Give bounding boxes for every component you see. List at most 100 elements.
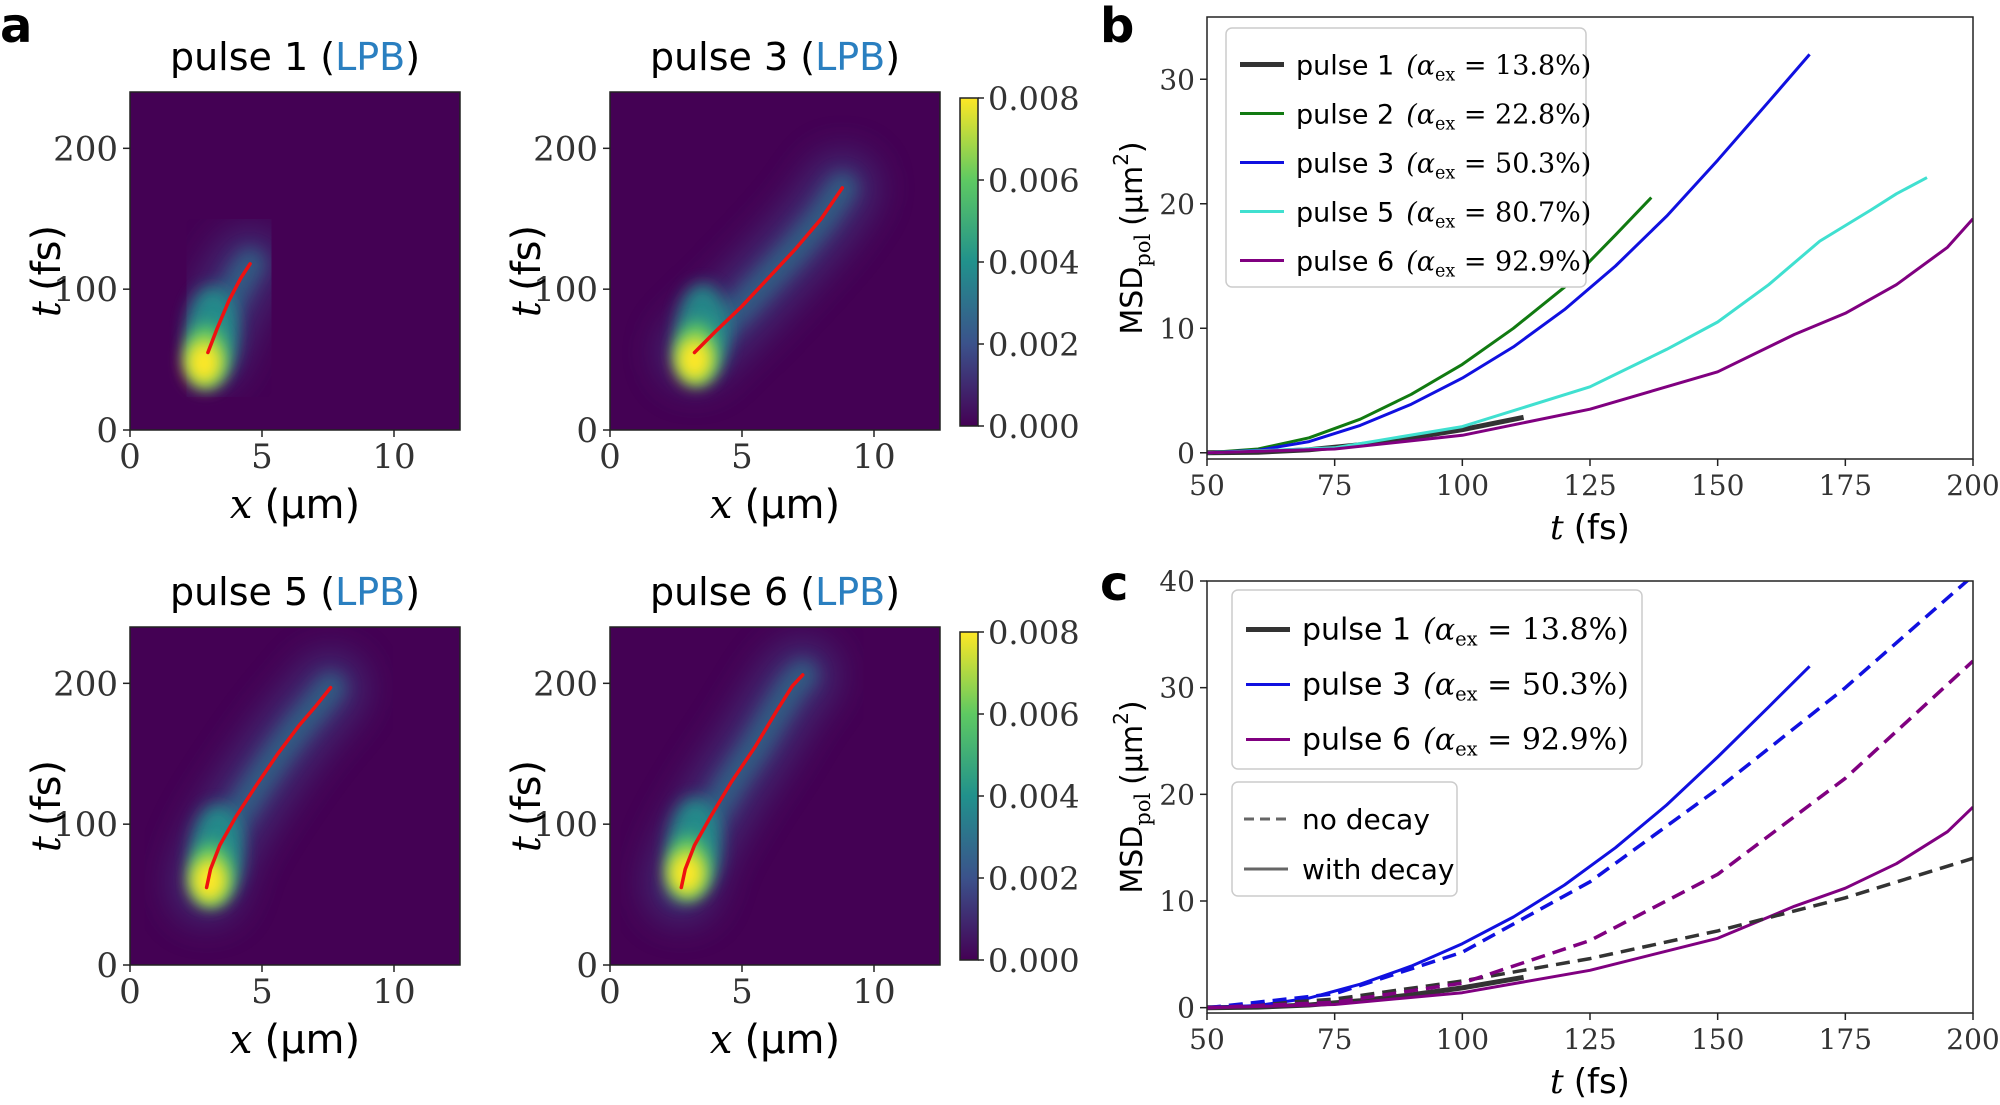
- heatmap-title: pulse 1 (LPB): [170, 35, 420, 79]
- x-axis-var: t: [1550, 508, 1564, 548]
- colorbar-tick-label: 0.002: [988, 326, 1080, 364]
- colorbar-tick-label: 0.008: [988, 614, 1080, 652]
- colorbar-tick-label: 0.000: [988, 408, 1080, 446]
- x-tick-label: 10: [852, 972, 895, 1012]
- x-axis-unit: (µm): [264, 482, 360, 528]
- panel-c-plot: 50 75 100 125 150 175 200 0 10 20 30 40 t (fs) MSDpol (…: [1109, 565, 2000, 1102]
- x-tick-label: 0: [599, 437, 621, 477]
- title-pulse: pulse 5 (: [170, 570, 335, 614]
- heatmap-background: [130, 92, 460, 430]
- y-axis-sup: 2: [1109, 712, 1133, 725]
- x-axis-unit: (µm): [264, 1017, 360, 1063]
- legend-label: pulse 1 (αex = 13.8%): [1296, 51, 1591, 86]
- heatmap-trajectory: [679, 673, 805, 890]
- colorbar-tick-label: 0.000: [988, 942, 1080, 980]
- legend-alpha: (α: [1423, 723, 1455, 758]
- legend-name: pulse 1: [1302, 613, 1411, 648]
- legend-label: pulse 6 (αex = 92.9%): [1296, 247, 1591, 282]
- title-lpb: LPB: [815, 35, 885, 79]
- panel-label-b: b: [1100, 0, 1134, 54]
- legend-label: pulse 3 (αex = 50.3%): [1302, 668, 1629, 706]
- x-axis-var: x: [710, 1017, 733, 1063]
- heatmap-frame: [129, 626, 461, 966]
- y-axis-unit: (µm: [1115, 725, 1150, 785]
- legend-label: pulse 1 (αex = 13.8%): [1302, 613, 1629, 651]
- legend-alpha-sub: ex: [1435, 213, 1455, 233]
- y-tick-label: 30: [1159, 672, 1195, 705]
- title-pulse: pulse 1 (: [170, 35, 335, 79]
- x-tick-label: 75: [1317, 469, 1353, 502]
- colorbar-tick-label: 0.008: [988, 80, 1080, 118]
- colorbar-tick-label: 0.002: [988, 860, 1080, 898]
- legend-alpha-value: = 80.7%): [1455, 198, 1591, 229]
- y-axis-var: t: [504, 300, 550, 317]
- y-tick-label: 30: [1159, 63, 1195, 96]
- legend-alpha: (α: [1406, 100, 1435, 131]
- x-tick-label: 150: [1691, 1023, 1744, 1056]
- x-tick-label: 10: [372, 972, 415, 1012]
- x-axis-var: x: [710, 482, 733, 528]
- x-axis-var: x: [230, 482, 253, 528]
- x-tick-label: 5: [251, 972, 273, 1012]
- y-tick-label: 200: [53, 664, 118, 704]
- heatmap-frame: [609, 91, 941, 431]
- heatmap-field: [171, 652, 366, 923]
- legend-name: pulse 3: [1296, 149, 1394, 180]
- heatmap-trajectory: [692, 186, 845, 355]
- colorbar-top-gradient: [959, 97, 979, 427]
- style-legend-label: with decay: [1302, 853, 1454, 886]
- x-tick-label: 200: [1946, 1023, 1999, 1056]
- y-axis-label: t (fs): [504, 225, 550, 317]
- series-line-pulse-6-no-decay: [1207, 659, 1973, 1010]
- x-axis-label: t (fs): [1550, 508, 1630, 548]
- title-pulse: pulse 6 (: [650, 570, 815, 614]
- heatmap-frame: [129, 91, 461, 431]
- legend-name: pulse 6: [1302, 723, 1411, 758]
- y-tick-label: 10: [1159, 312, 1195, 345]
- x-axis-label: x (µm): [230, 482, 360, 528]
- legend-alpha-sub: ex: [1435, 262, 1455, 282]
- y-axis-unit: (µm: [1115, 166, 1150, 226]
- legend-name: pulse 2: [1296, 100, 1394, 131]
- y-tick-label: 40: [1159, 565, 1195, 598]
- x-tick-label: 175: [1819, 1023, 1872, 1056]
- legend-alpha-sub: ex: [1435, 164, 1455, 184]
- legend-label: pulse 2 (αex = 22.8%): [1296, 100, 1591, 135]
- y-axis-close: ): [1115, 700, 1150, 712]
- legend-alpha-value: = 92.9%): [1455, 247, 1591, 278]
- legend: pulse 1 (αex = 13.8%)pulse 3 (αex = 50.3%)…: [1231, 589, 1643, 770]
- legend-alpha-value: = 50.3%): [1455, 149, 1591, 180]
- legend-alpha-value: = 50.3%): [1478, 668, 1629, 703]
- x-axis-unit: (µm): [744, 1017, 840, 1063]
- x-tick-label: 5: [731, 972, 753, 1012]
- series-line-pulse-5: [1207, 176, 1928, 455]
- title-close: ): [405, 35, 420, 79]
- x-axis-label: x (µm): [230, 1017, 360, 1063]
- x-tick-label: 175: [1819, 469, 1872, 502]
- y-tick-label: 100: [53, 805, 118, 845]
- legend-alpha-sub: ex: [1455, 628, 1478, 651]
- x-tick-label: 100: [1436, 1023, 1489, 1056]
- heatmap-frame: [609, 626, 941, 966]
- colorbar-tick-label: 0.006: [988, 162, 1080, 200]
- title-close: ): [885, 570, 900, 614]
- y-tick-label: 20: [1159, 778, 1195, 811]
- y-axis-unit: (fs): [24, 760, 70, 826]
- legend-name: pulse 3: [1302, 668, 1411, 703]
- y-tick-label: 0: [576, 411, 598, 451]
- colorbar-top: 0.000 0.002 0.004 0.006 0.008: [959, 80, 1080, 446]
- colorbar-tick-label: 0.004: [988, 778, 1080, 816]
- x-axis-label: x (µm): [710, 482, 840, 528]
- y-axis-var: t: [24, 300, 70, 317]
- x-tick-label: 50: [1189, 469, 1225, 502]
- x-tick-label: 200: [1946, 469, 1999, 502]
- y-axis-var: t: [504, 835, 550, 852]
- y-axis-unit: (fs): [504, 225, 550, 291]
- legend-name: pulse 1: [1296, 51, 1394, 82]
- series-line-pulse-3-no-decay: [1207, 581, 1970, 1010]
- y-tick-label: 10: [1159, 885, 1195, 918]
- title-lpb: LPB: [335, 35, 405, 79]
- x-axis-unit: (µm): [744, 482, 840, 528]
